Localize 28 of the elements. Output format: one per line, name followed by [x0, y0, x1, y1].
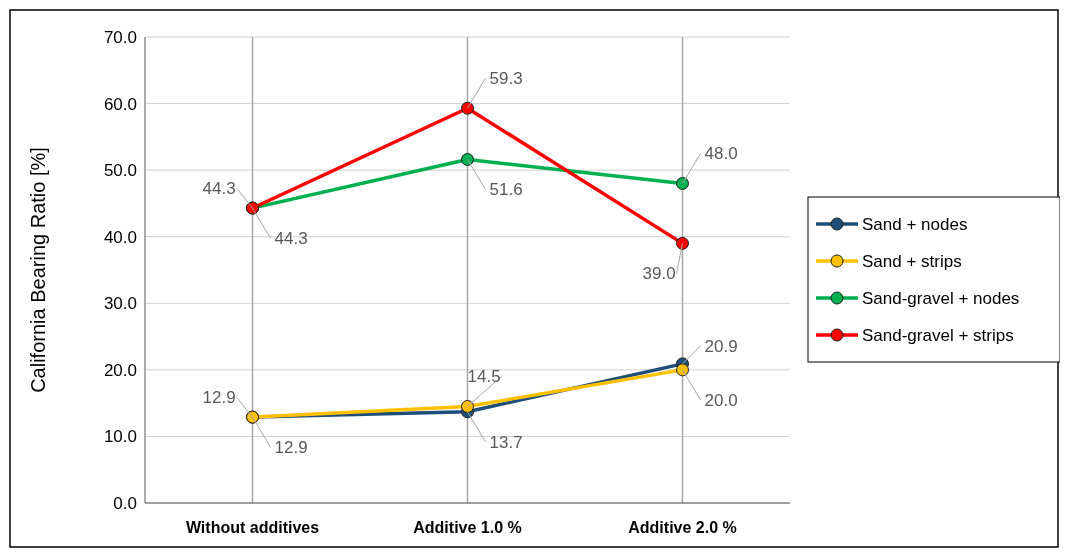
x-tick-label: Additive 1.0 %: [413, 519, 522, 536]
y-tick-label: 0.0: [113, 493, 137, 513]
x-tick-label: Additive 2.0 %: [628, 519, 737, 536]
y-axis-title: California Bearing Ratio [%]: [27, 147, 49, 393]
data-label: 39.0: [642, 264, 676, 284]
y-tick-label: 40.0: [103, 227, 137, 247]
data-label: 51.6: [489, 180, 523, 200]
legend-label: Sand-gravel + strips: [862, 325, 1014, 345]
data-label: 20.0: [704, 390, 738, 410]
y-tick-label: 50.0: [103, 161, 137, 181]
y-tick-label: 20.0: [103, 360, 137, 380]
x-tick-label: Without additives: [185, 519, 320, 536]
data-label: 59.3: [489, 69, 523, 89]
data-label: 13.7: [489, 432, 523, 452]
data-label: 44.3: [274, 229, 308, 249]
legend-label: Sand + nodes: [862, 214, 968, 234]
data-label: 20.9: [704, 336, 738, 356]
legend-label: Sand-gravel + nodes: [862, 288, 1020, 308]
data-label: 12.9: [202, 388, 236, 408]
data-label: 44.3: [202, 179, 236, 199]
data-label: 12.9: [274, 438, 308, 458]
y-tick-label: 10.0: [103, 427, 137, 447]
data-label: 14.5: [467, 367, 501, 387]
data-label: 48.0: [704, 144, 738, 164]
y-tick-label: 60.0: [103, 94, 137, 114]
y-tick-label: 30.0: [103, 294, 137, 314]
y-tick-label: 70.0: [103, 27, 137, 47]
legend-label: Sand + strips: [862, 251, 962, 271]
